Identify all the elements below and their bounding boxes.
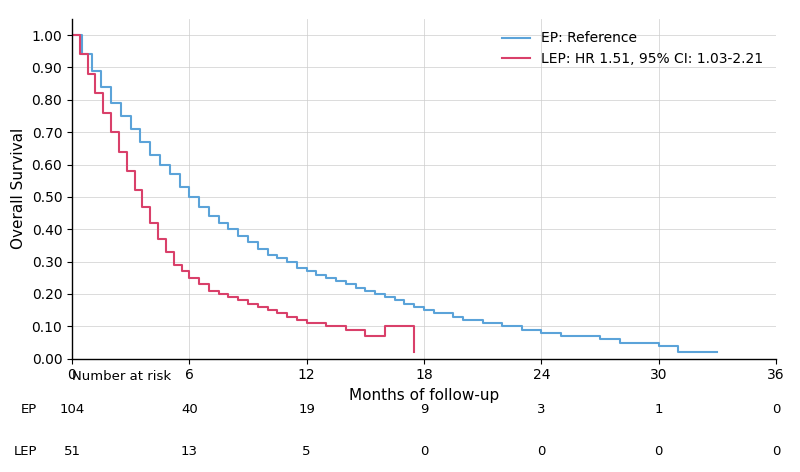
X-axis label: Months of follow-up: Months of follow-up — [349, 388, 499, 403]
Text: 0: 0 — [654, 445, 663, 458]
Text: 9: 9 — [420, 403, 428, 416]
Text: 40: 40 — [181, 403, 198, 416]
Y-axis label: Overall Survival: Overall Survival — [11, 128, 26, 249]
Text: 0: 0 — [537, 445, 546, 458]
Text: EP: EP — [21, 403, 37, 416]
Text: 0: 0 — [772, 403, 780, 416]
Text: 5: 5 — [302, 445, 311, 458]
Text: 0: 0 — [772, 445, 780, 458]
Text: 13: 13 — [181, 445, 198, 458]
Text: Number at risk: Number at risk — [72, 370, 171, 383]
Text: LEP: LEP — [14, 445, 37, 458]
Text: 19: 19 — [298, 403, 315, 416]
Text: 1: 1 — [654, 403, 663, 416]
Legend: EP: Reference, LEP: HR 1.51, 95% CI: 1.03-2.21: EP: Reference, LEP: HR 1.51, 95% CI: 1.0… — [497, 26, 769, 72]
Text: 51: 51 — [63, 445, 81, 458]
Text: 3: 3 — [537, 403, 546, 416]
Text: 104: 104 — [59, 403, 85, 416]
Text: 0: 0 — [420, 445, 428, 458]
